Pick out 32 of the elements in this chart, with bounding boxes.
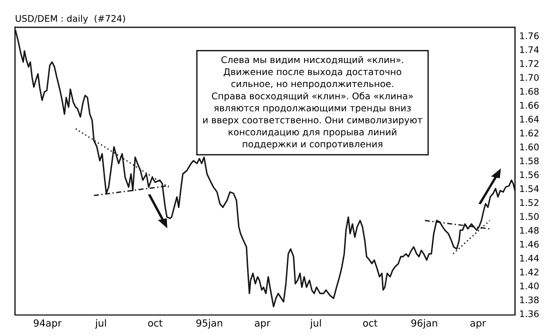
y-tick-label: 1.74 <box>520 46 539 53</box>
y-tick-label: 1.38 <box>520 296 539 304</box>
x-tick-label: 95jan <box>196 319 222 329</box>
y-tick-label: 1.62 <box>520 130 538 136</box>
x-tick-label: jul <box>95 319 106 329</box>
y-tick-label: 1.36 <box>520 310 539 318</box>
y-tick-label: 1.54 <box>520 185 539 192</box>
y-tick-label: 1.70 <box>520 74 539 81</box>
x-tick-label: apr <box>254 321 270 329</box>
y-tick-label: 1.52 <box>520 199 538 206</box>
y-tick-label: 1.50 <box>520 213 539 220</box>
y-tick-label: 1.56 <box>520 171 539 178</box>
x-tick-label: oct <box>148 320 162 327</box>
x-tick-label: jul <box>310 319 321 329</box>
y-tick-label: 1.60 <box>520 144 539 150</box>
y-tick-label: 1.76 <box>520 32 539 40</box>
x-tick-label: 96jan <box>411 319 438 329</box>
y-tick-label: 1.72 <box>520 60 538 67</box>
x-tick-label: apr <box>470 321 486 329</box>
y-tick-label: 1.48 <box>520 226 539 234</box>
x-tick-label: oct <box>363 320 378 327</box>
x-tick-label: 94apr <box>34 319 62 329</box>
annotation: Слева мы видим нисходящий «клин». Движение после выхода достаточно сильное, но непродолжительное. Справа восходящий «клин». Оба «клина» являются продолжающими тренды вниз и вверх соответственно. Они символизируют консолидацию для прорыва линий поддержки и сопротивления <box>203 56 422 150</box>
y-tick-label: 1.46 <box>520 240 539 248</box>
y-tick-label: 1.68 <box>520 88 539 95</box>
y-tick-label: 1.44 <box>520 254 539 262</box>
chart-title: USD/DEM : daily (#724) <box>16 14 125 24</box>
y-tick-label: 1.66 <box>520 102 539 109</box>
y-tick-label: 1.42 <box>520 268 538 276</box>
y-tick-label: 1.40 <box>520 282 539 290</box>
y-tick-label: 1.64 <box>520 116 539 123</box>
y-tick-label: 1.58 <box>520 157 539 164</box>
